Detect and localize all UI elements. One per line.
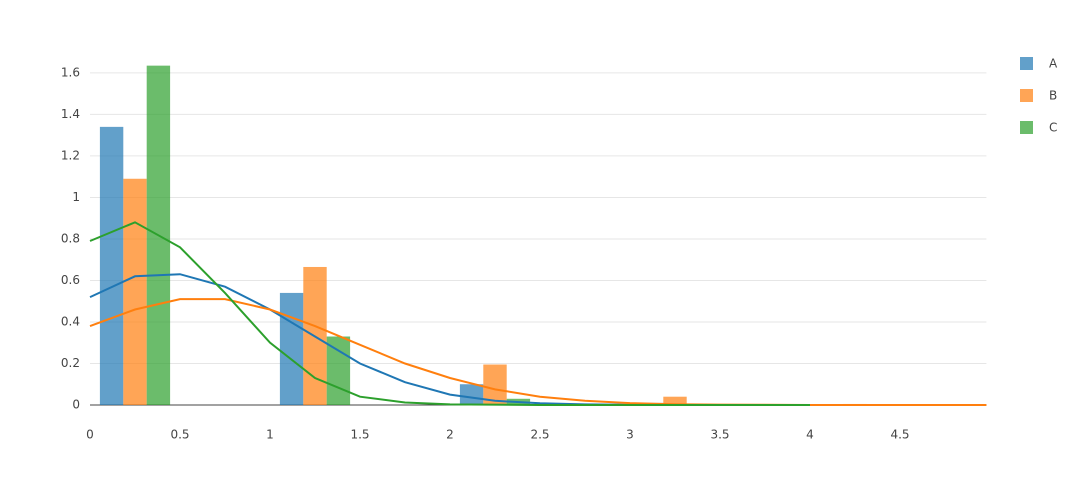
y-tick-label: 0.4 xyxy=(61,314,80,328)
legend-label: C xyxy=(1049,121,1057,135)
x-tick-label: 1.5 xyxy=(350,428,369,442)
y-tick-label: 0.6 xyxy=(61,273,80,287)
y-tick-label: 0.8 xyxy=(61,231,80,245)
x-tick-label: 4.5 xyxy=(890,428,909,442)
x-tick-label: 4 xyxy=(806,428,814,442)
legend-label: B xyxy=(1049,89,1057,103)
x-tick-label: 0.5 xyxy=(170,428,189,442)
y-tick-label: 0 xyxy=(72,398,80,412)
x-tick-label: 2.5 xyxy=(530,428,549,442)
bar xyxy=(123,178,147,405)
legend-swatch xyxy=(1020,57,1033,70)
x-tick-label: 2 xyxy=(446,428,454,442)
legend-swatch xyxy=(1020,121,1033,134)
x-tick-label: 3.5 xyxy=(710,428,729,442)
kde-curve xyxy=(89,273,676,406)
bar xyxy=(99,126,124,405)
y-tick-label: 0.2 xyxy=(61,356,80,370)
kde-curve xyxy=(89,298,987,406)
legend-label: A xyxy=(1049,57,1058,71)
bar xyxy=(279,292,304,405)
y-tick-label: 1.6 xyxy=(61,65,80,79)
y-tick-label: 1.2 xyxy=(61,148,80,162)
kde-curve xyxy=(89,221,810,406)
legend-swatch xyxy=(1020,89,1033,102)
bar xyxy=(483,364,507,405)
bar xyxy=(663,396,687,405)
bar xyxy=(459,384,484,405)
x-tick-label: 0 xyxy=(86,428,94,442)
x-tick-label: 1 xyxy=(266,428,274,442)
y-tick-label: 1.4 xyxy=(61,107,80,121)
x-tick-label: 3 xyxy=(626,428,634,442)
y-tick-label: 1 xyxy=(72,190,80,204)
